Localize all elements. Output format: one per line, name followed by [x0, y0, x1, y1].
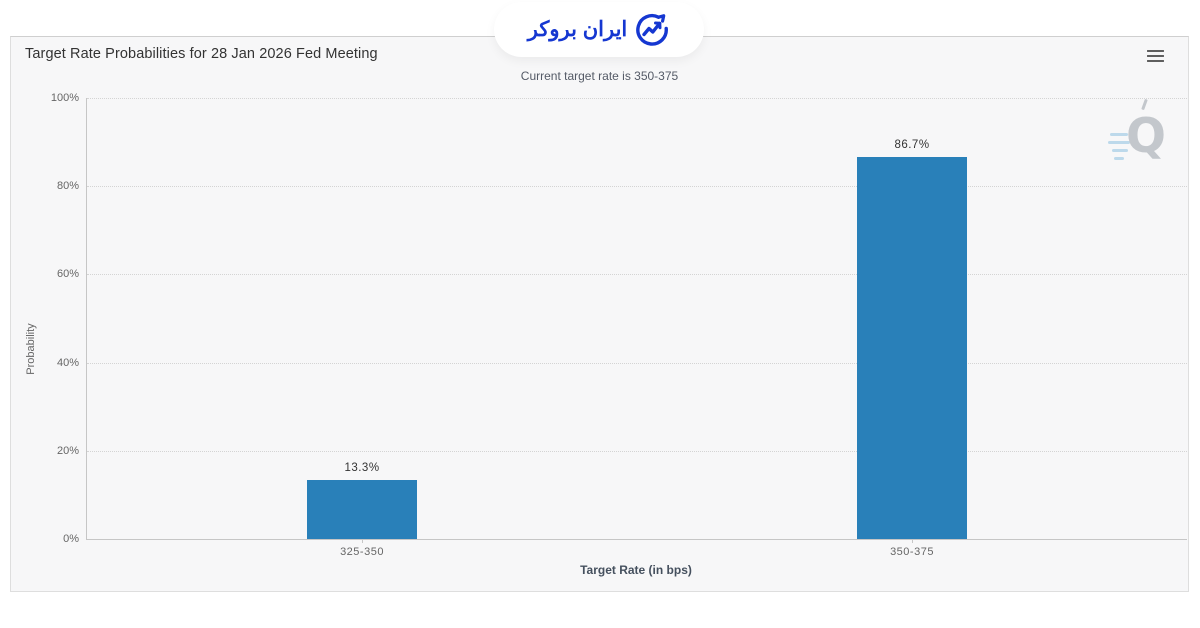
- y-tick-label: 100%: [50, 92, 79, 104]
- y-tick-label: 0%: [63, 533, 79, 545]
- y-axis-title: Probability: [25, 323, 37, 375]
- gridline: [87, 186, 1187, 188]
- chart-subtitle: Current target rate is 350-375: [520, 69, 679, 83]
- plot-area: 0% 20% 40% 60% 80% 100% 13.3% 325-350 86.7% 350-3…: [51, 92, 1187, 558]
- bar-value-label: 13.3%: [344, 462, 380, 474]
- x-axis-tick: [362, 539, 363, 543]
- y-tick-label: 60%: [56, 268, 79, 281]
- watermark-q-letter: Q: [1126, 109, 1166, 164]
- hamburger-icon: [1147, 49, 1164, 62]
- trend-circle-icon: [636, 13, 669, 46]
- chart-menu-button[interactable]: [1143, 43, 1168, 69]
- x-axis-tick: [912, 539, 913, 543]
- logo-pill[interactable]: ایران بروکر: [494, 2, 704, 57]
- chart-panel: Target Rate Probabilities for 28 Jan 202…: [10, 36, 1189, 592]
- bar-value-label: 86.7%: [894, 139, 930, 151]
- watermark-dash: [1114, 157, 1124, 160]
- chart-title: Target Rate Probabilities for 28 Jan 202…: [25, 46, 378, 62]
- watermark-dash: [1112, 149, 1128, 152]
- watermark-dash: [1110, 133, 1128, 136]
- gridline: [87, 98, 1187, 99]
- x-tick-label: 325-350: [340, 546, 384, 558]
- gridline: [87, 362, 1187, 364]
- y-tick-label: 80%: [56, 180, 79, 193]
- y-tick-label: 40%: [56, 356, 79, 369]
- bar[interactable]: [857, 157, 967, 539]
- x-axis-title: Target Rate (in bps): [580, 563, 692, 577]
- watermark-dash: [1108, 141, 1130, 144]
- gridline: [87, 450, 1187, 452]
- gridline: [87, 274, 1187, 276]
- x-tick-label: 350-375: [890, 546, 934, 558]
- logo-text: ایران بروکر: [527, 18, 628, 41]
- watermark-logo: Q: [1094, 97, 1172, 183]
- y-tick-label: 20%: [56, 444, 79, 457]
- bar[interactable]: [307, 480, 417, 539]
